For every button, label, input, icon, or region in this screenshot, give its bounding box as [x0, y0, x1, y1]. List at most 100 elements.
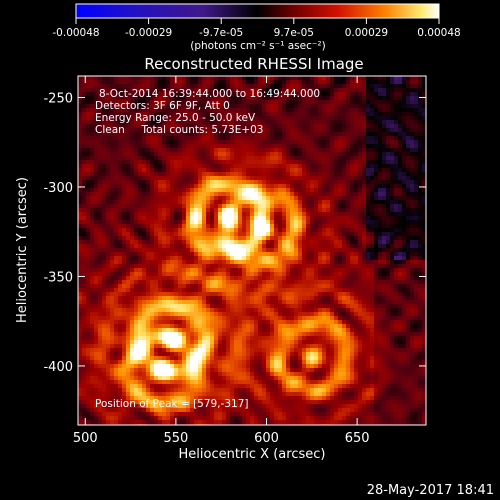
heatmap-cell	[274, 100, 279, 105]
heatmap-cell	[206, 176, 211, 181]
heatmap-cell	[214, 212, 219, 217]
heatmap-cell	[398, 180, 403, 185]
heatmap-cell	[422, 236, 426, 241]
heatmap-cell	[262, 236, 267, 241]
heatmap-cell	[246, 104, 251, 109]
heatmap-cell	[174, 132, 179, 137]
heatmap-cell	[218, 244, 223, 249]
heatmap-cell	[130, 244, 135, 249]
heatmap-cell	[206, 140, 211, 145]
heatmap-cell	[94, 256, 99, 261]
heatmap-cell	[130, 144, 135, 149]
heatmap-cell	[294, 144, 299, 149]
heatmap-cell	[410, 192, 415, 197]
heatmap-cell	[386, 108, 391, 113]
heatmap-cell	[230, 132, 235, 137]
heatmap-cell	[262, 252, 267, 257]
heatmap-cell	[158, 240, 163, 245]
heatmap-cell	[366, 184, 371, 189]
heatmap-cell	[402, 104, 407, 109]
heatmap-cell	[162, 152, 167, 157]
heatmap-cell	[334, 128, 339, 133]
heatmap-cell	[314, 284, 319, 289]
heatmap-cell	[178, 252, 183, 257]
heatmap-cell	[354, 300, 359, 305]
heatmap-cell	[310, 88, 315, 93]
heatmap-cell	[358, 132, 363, 137]
heatmap-cell	[118, 220, 123, 225]
heatmap-cell	[166, 92, 171, 97]
heatmap-cell	[286, 288, 291, 293]
heatmap-cell	[126, 280, 131, 285]
heatmap-cell	[386, 268, 391, 273]
heatmap-cell	[130, 268, 135, 273]
heatmap-cell	[234, 184, 239, 189]
heatmap-cell	[154, 148, 159, 153]
heatmap-cell	[162, 248, 167, 253]
heatmap-cell	[390, 264, 395, 269]
heatmap-cell	[246, 80, 251, 85]
heatmap-cell	[138, 224, 143, 229]
heatmap-cell	[246, 116, 251, 121]
heatmap-cell	[286, 232, 291, 237]
heatmap-cell	[126, 300, 131, 305]
heatmap-cell	[186, 212, 191, 217]
heatmap-cell	[122, 136, 127, 141]
heatmap-cell	[394, 116, 399, 121]
heatmap-cell	[390, 204, 395, 209]
heatmap-cell	[238, 156, 243, 161]
heatmap-cell	[242, 120, 247, 125]
heatmap-cell	[254, 220, 259, 225]
heatmap-cell	[118, 128, 123, 133]
heatmap-cell	[398, 280, 403, 285]
heatmap-cell	[162, 172, 167, 177]
heatmap-cell	[382, 80, 387, 85]
heatmap-cell	[170, 92, 175, 97]
heatmap-cell	[226, 256, 231, 261]
heatmap-cell	[138, 304, 143, 309]
heatmap-cell	[182, 228, 187, 233]
heatmap-cell	[294, 252, 299, 257]
heatmap-cell	[318, 188, 323, 193]
heatmap-cell	[170, 192, 175, 197]
heatmap-cell	[410, 240, 415, 245]
heatmap-cell	[322, 96, 327, 101]
heatmap-cell	[142, 100, 147, 105]
heatmap-cell	[346, 132, 351, 137]
heatmap-cell	[310, 128, 315, 133]
heatmap-cell	[310, 136, 315, 141]
heatmap-cell	[338, 264, 343, 269]
heatmap-cell	[298, 140, 303, 145]
heatmap-cell	[386, 140, 391, 145]
heatmap-cell	[118, 116, 123, 121]
heatmap-cell	[238, 132, 243, 137]
heatmap-cell	[390, 80, 395, 85]
heatmap-cell	[382, 284, 387, 289]
heatmap-cell	[342, 136, 347, 141]
heatmap-cell	[386, 192, 391, 197]
heatmap-cell	[386, 296, 391, 301]
heatmap-cell	[138, 252, 143, 257]
heatmap-cell	[202, 104, 207, 109]
heatmap-cell	[346, 300, 351, 305]
heatmap-cell	[310, 244, 315, 249]
heatmap-cell	[98, 244, 103, 249]
heatmap-cell	[102, 300, 107, 305]
heatmap-cell	[418, 220, 423, 225]
heatmap-cell	[358, 176, 363, 181]
heatmap-cell	[294, 108, 299, 113]
heatmap-cell	[162, 148, 167, 153]
heatmap-cell	[170, 204, 175, 209]
heatmap-cell	[82, 196, 87, 201]
heatmap-cell	[358, 196, 363, 201]
heatmap-cell	[366, 228, 371, 233]
heatmap-cell	[298, 144, 303, 149]
heatmap-cell	[322, 128, 327, 133]
heatmap-cell	[306, 240, 311, 245]
heatmap-cell	[418, 124, 423, 129]
heatmap-cell	[138, 212, 143, 217]
heatmap-cell	[78, 252, 83, 257]
heatmap-cell	[82, 156, 87, 161]
heatmap-cell	[190, 252, 195, 257]
heatmap-cell	[78, 152, 83, 157]
